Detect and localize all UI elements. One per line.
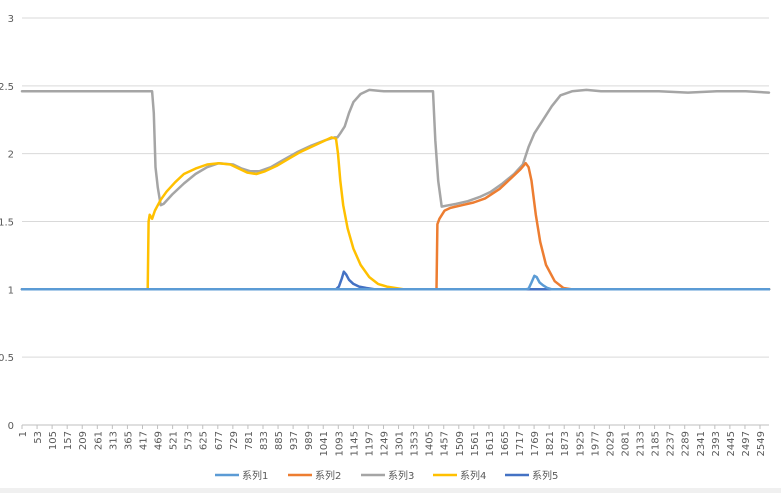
series-line-1 [20,274,771,291]
x-tick-label: 625 [199,431,210,450]
x-tick-label: 1405 [425,431,436,456]
series-line-4 [20,136,771,291]
y-tick-label: 2.5 [0,82,14,93]
x-tick-label: 313 [108,431,119,450]
x-tick-label: 1665 [500,431,511,456]
series-lines [20,88,771,291]
y-tick-label: 3 [8,14,14,25]
x-axis-tick-labels: 1 53 105 157 209 261 313 365 417 469 521 573 625 677 7… [18,425,767,456]
x-tick-label: 1613 [485,431,496,456]
x-tick-label: 2133 [636,431,647,456]
x-tick-label: 833 [259,431,270,450]
x-tick-label: 261 [93,431,104,450]
x-tick-label: 573 [184,431,195,450]
gridlines [22,17,769,358]
x-tick-label: 1717 [515,431,526,456]
x-tick-label: 2549 [756,431,767,456]
series-line-5 [20,270,771,291]
y-tick-label: 0 [8,421,14,432]
x-tick-label: 2445 [726,431,737,456]
x-tick-label: 521 [169,431,180,450]
x-tick-label: 885 [274,431,285,450]
y-tick-label: 1.5 [0,218,14,229]
x-tick-label: 2081 [620,431,631,456]
x-tick-label: 1249 [379,431,390,456]
legend-label-3[interactable]: 系列3 [388,469,414,482]
x-tick-label: 365 [123,431,134,450]
x-tick-label: 1561 [470,431,481,456]
x-tick-label: 209 [78,431,89,450]
x-tick-label: 1 [18,431,29,437]
x-tick-label: 2185 [651,431,662,456]
legend-label-4[interactable]: 系列4 [460,469,486,482]
legend-label-2[interactable]: 系列2 [315,469,341,482]
y-tick-label: 1 [8,285,14,296]
x-tick-label: 469 [154,431,165,450]
x-tick-label: 2237 [666,431,677,456]
x-tick-label: 677 [214,431,225,450]
x-tick-label: 1301 [395,431,406,456]
window-bottom-edge [0,488,781,493]
x-tick-label: 1093 [334,431,345,456]
series-line-2 [20,161,771,291]
legend-label-5[interactable]: 系列5 [532,469,558,482]
x-tick-label: 1509 [455,431,466,456]
legend[interactable]: 系列1 系列2 系列3 系列4 系列5 [215,469,558,482]
x-tick-label: 2029 [605,431,616,456]
x-tick-label: 729 [229,431,240,450]
x-tick-label: 1873 [560,431,571,456]
legend-label-1[interactable]: 系列1 [242,469,268,482]
x-tick-label: 105 [48,431,59,450]
x-tick-label: 1769 [530,431,541,456]
x-tick-label: 1145 [349,431,360,456]
y-tick-label: 2 [8,150,14,161]
x-tick-label: 781 [244,431,255,450]
x-tick-label: 937 [289,431,300,450]
x-tick-label: 1457 [440,431,451,456]
y-axis-tick-labels: 0 0.5 1 1.5 2 2.5 3 [0,14,14,432]
x-tick-label: 2289 [681,431,692,456]
x-tick-label: 2393 [711,431,722,456]
x-tick-label: 989 [304,431,315,450]
x-tick-label: 1353 [410,431,421,456]
x-tick-label: 2497 [741,431,752,456]
x-tick-label: 1821 [545,431,556,456]
x-tick-label: 1977 [590,431,601,456]
series-line-3 [20,88,771,208]
x-tick-label: 157 [63,431,74,450]
x-tick-label: 53 [33,431,44,444]
x-tick-label: 1197 [364,431,375,456]
x-tick-label: 2341 [696,431,707,456]
x-tick-label: 1925 [575,431,586,456]
x-tick-label: 1041 [319,431,330,456]
y-tick-label: 0.5 [0,353,14,364]
x-tick-label: 417 [138,431,149,450]
